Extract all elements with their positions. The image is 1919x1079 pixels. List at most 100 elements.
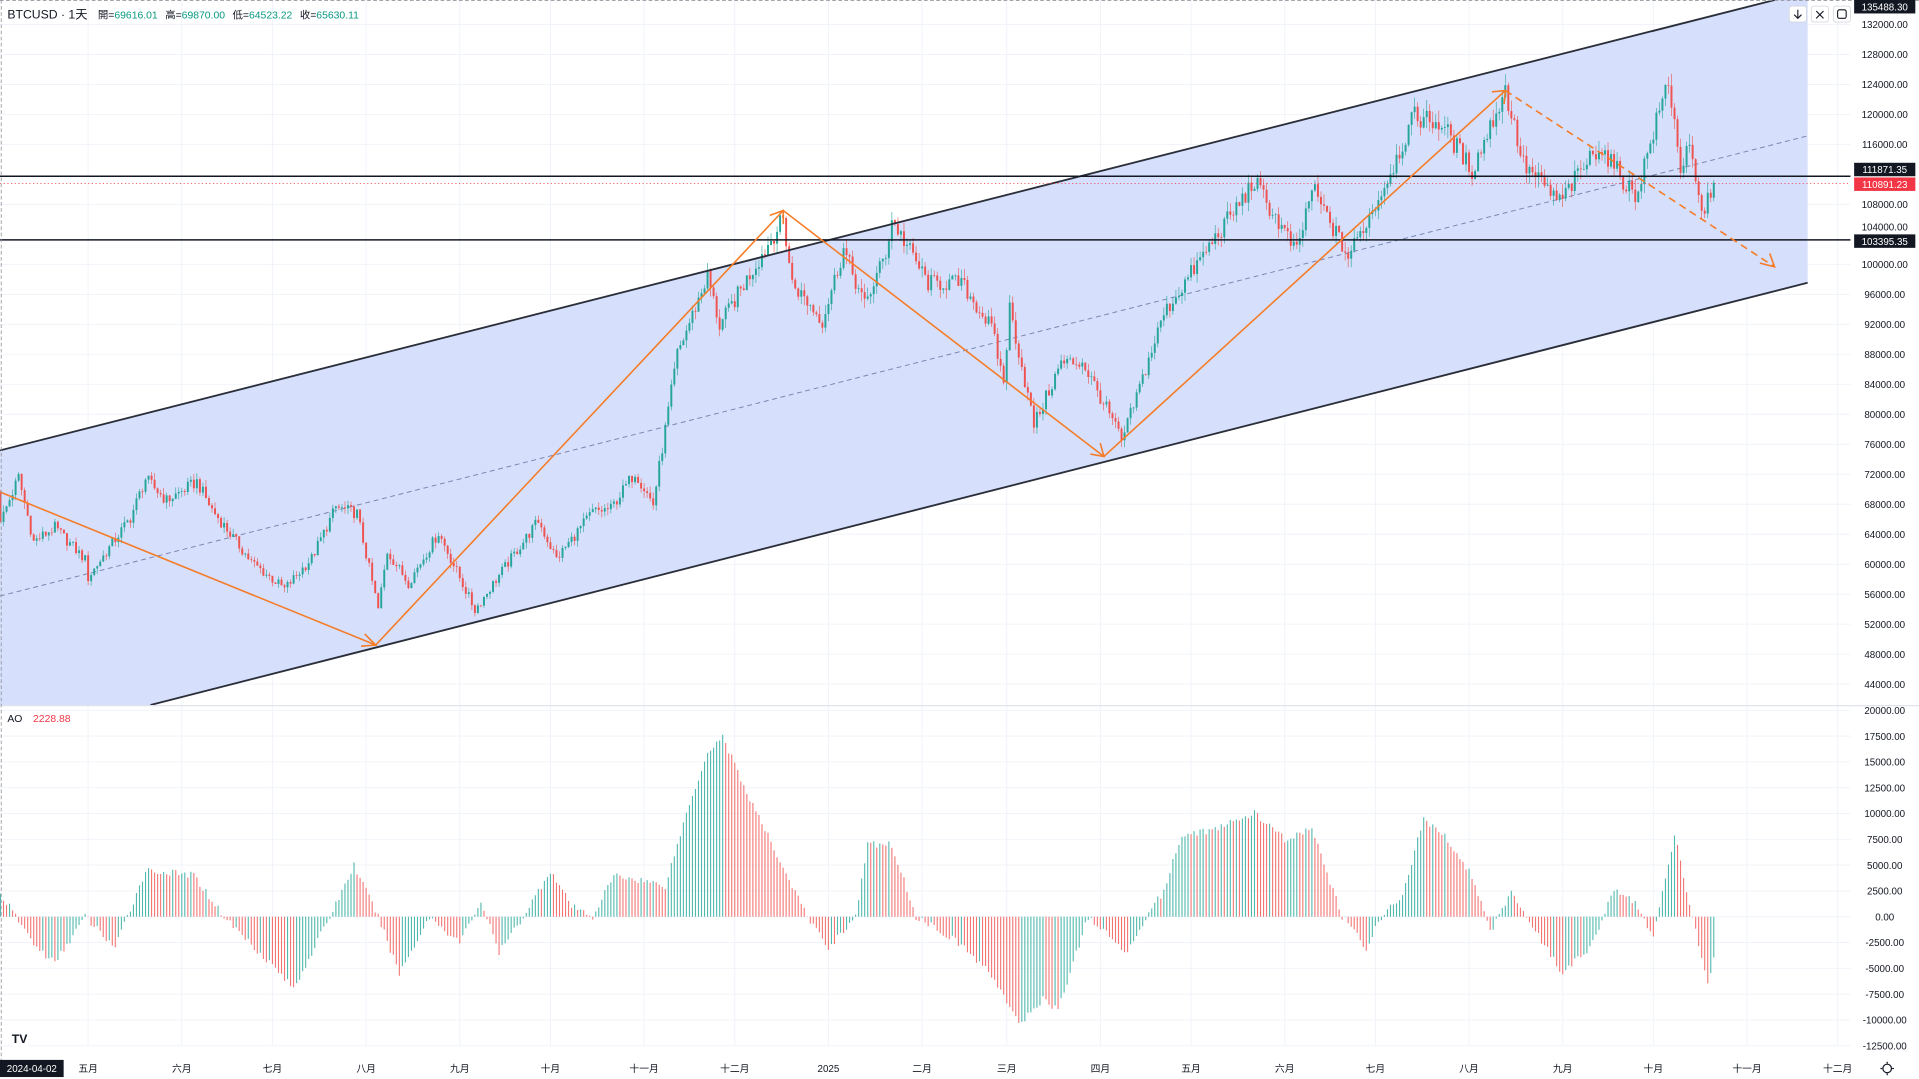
- candle: [446, 544, 449, 559]
- candle-body: [183, 490, 186, 492]
- candle-body: [1383, 188, 1386, 197]
- candle: [1150, 346, 1153, 362]
- candle-body: [691, 310, 694, 324]
- candle-body: [177, 491, 180, 494]
- candle: [1706, 182, 1709, 218]
- crosshair-date-text: 2024-04-02: [7, 1064, 57, 1075]
- price-tick-label: 128000.00: [1862, 50, 1909, 61]
- candle: [951, 274, 954, 280]
- candle: [1202, 242, 1205, 266]
- candle-body: [821, 322, 824, 328]
- candle: [999, 351, 1002, 372]
- channel-upper-line[interactable]: [0, 0, 1775, 452]
- candle: [621, 479, 624, 502]
- time-tick-label: 六月: [1275, 1063, 1295, 1075]
- candle-body: [513, 551, 516, 554]
- candle-body: [1380, 196, 1383, 201]
- candle: [1549, 179, 1552, 201]
- candle-body: [788, 246, 791, 263]
- symbol-title[interactable]: BTCUSD · 1天: [7, 7, 87, 21]
- candle-body: [878, 261, 881, 273]
- candle: [1380, 190, 1383, 209]
- candle-body: [1268, 202, 1271, 216]
- ao-axis[interactable]: 20000.00 17500.00 15000.00 12500.00 10000.00…: [1863, 706, 1908, 1052]
- candle-body: [615, 501, 618, 505]
- candle-body: [353, 506, 356, 519]
- candle-body: [1489, 120, 1492, 139]
- candle-body: [881, 258, 884, 262]
- collapse-button[interactable]: [1810, 5, 1829, 23]
- candle: [712, 284, 715, 300]
- candle-body: [652, 498, 655, 506]
- candle-body: [144, 479, 147, 492]
- candle-body: [1362, 231, 1365, 233]
- candle-body: [1310, 190, 1313, 202]
- candle-body: [498, 574, 501, 583]
- candle: [1543, 169, 1546, 188]
- candle-body: [1038, 411, 1041, 414]
- candle: [1205, 245, 1208, 256]
- time-axis[interactable]: 五月 六月 七月 八月 九月 十月 十一月 十二月 2025 二月 三月 四月 五月 六月 七月 八月 九月 十月…: [78, 1062, 1852, 1075]
- candle-body: [1501, 97, 1504, 112]
- indicator-name[interactable]: AO: [7, 714, 22, 725]
- candle: [739, 285, 742, 296]
- download-button[interactable]: [1788, 5, 1807, 23]
- candle: [407, 576, 410, 590]
- candle: [960, 269, 963, 291]
- candle: [1129, 403, 1132, 425]
- candle: [588, 507, 591, 521]
- candle-body: [779, 215, 782, 232]
- candle-body: [830, 290, 833, 305]
- candle: [141, 488, 144, 499]
- candle: [1528, 164, 1531, 184]
- candle-body: [688, 323, 691, 331]
- candle-body: [340, 507, 343, 509]
- candle-body: [1217, 233, 1220, 238]
- candle-body: [159, 493, 162, 495]
- candle-body: [806, 296, 809, 306]
- candle: [262, 563, 265, 577]
- candle-body: [356, 509, 359, 519]
- candle: [1247, 174, 1250, 212]
- candle: [609, 499, 612, 514]
- candle: [1362, 221, 1365, 241]
- candle-body: [1199, 257, 1202, 261]
- price-axis[interactable]: 132000.00 128000.00 124000.00 120000.00 1160…: [1862, 20, 1909, 691]
- candle: [204, 480, 207, 499]
- candle: [416, 564, 419, 578]
- candle: [567, 538, 570, 549]
- candle-body: [365, 542, 368, 559]
- settings-gear-teeth: [1880, 1061, 1894, 1076]
- channel-median-line[interactable]: [0, 135, 1808, 597]
- candle: [751, 274, 754, 287]
- candle-body: [96, 566, 99, 569]
- candle: [676, 347, 679, 376]
- candle: [812, 303, 815, 317]
- ao-histogram: [0, 734, 1715, 1023]
- candle-body: [600, 509, 603, 512]
- candle-body: [41, 531, 44, 539]
- candle-body: [1700, 195, 1703, 211]
- ao-tick-label: -5000.00: [1865, 964, 1904, 975]
- candle-body: [223, 522, 226, 528]
- tradingview-logo-icon[interactable]: TV: [8, 1026, 31, 1049]
- candle-body: [386, 553, 389, 570]
- candle-body: [389, 553, 392, 560]
- candle: [845, 239, 848, 265]
- candle-body: [1274, 214, 1277, 216]
- fullscreen-button[interactable]: [1832, 5, 1851, 23]
- settings-button[interactable]: [1880, 1061, 1894, 1076]
- candle: [473, 604, 476, 617]
- candle-body: [1495, 113, 1498, 127]
- drawings[interactable]: [0, 0, 1851, 706]
- arrow-head-icon: [1759, 253, 1776, 268]
- candle: [1099, 382, 1102, 405]
- candle: [1646, 151, 1649, 169]
- projection-dashed-arrow[interactable]: [1504, 89, 1776, 268]
- candle-body: [464, 587, 467, 594]
- candle: [123, 516, 126, 533]
- candle-body: [1353, 238, 1356, 251]
- channel-lower-line[interactable]: [150, 281, 1808, 706]
- candle-body: [1057, 368, 1060, 374]
